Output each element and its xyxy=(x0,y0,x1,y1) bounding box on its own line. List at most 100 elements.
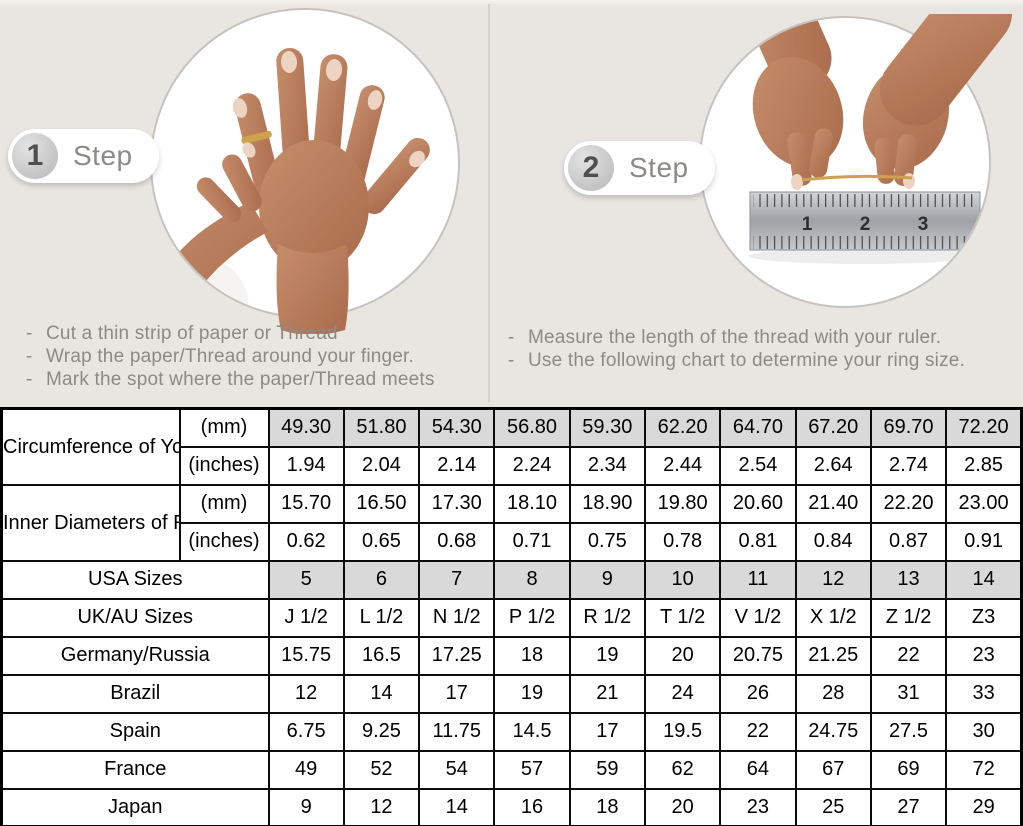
value-cell: 19 xyxy=(493,673,571,714)
step2-photo: 1 2 3 xyxy=(698,0,1014,314)
instruction-text: Measure the length of the thread with yo… xyxy=(528,327,942,348)
value-cell: 17 xyxy=(418,673,496,714)
ruler-number-1: 1 xyxy=(802,214,813,235)
step2-label: Step xyxy=(629,152,689,183)
step1-label: Step xyxy=(73,140,133,171)
value-cell: 20 xyxy=(643,787,722,826)
value-cell: 5 xyxy=(267,559,345,600)
value-cell: 59 xyxy=(568,749,646,790)
unit-cell: (mm) xyxy=(178,407,270,448)
row-label: Brazil xyxy=(0,673,270,714)
value-cell: 17 xyxy=(568,711,646,752)
value-cell: 0.62 xyxy=(267,521,345,562)
value-cell: 49 xyxy=(267,749,345,790)
value-cell: 11 xyxy=(719,559,797,600)
value-cell: 33 xyxy=(945,673,1023,714)
row-label: UK/AU Sizes xyxy=(0,597,270,638)
ruler-number-2: 2 xyxy=(860,214,871,235)
table-row: UK/AU Sizes J 1/2 L 1/2 N 1/2 P 1/2 R 1/2 T 1/… xyxy=(0,597,1023,638)
instruction-line: - Cut a thin strip of paper or Thread xyxy=(26,322,435,345)
instruction-text: Cut a thin strip of paper or Thread xyxy=(46,323,338,344)
value-cell: 69.70 xyxy=(869,407,948,448)
value-cell: 13 xyxy=(869,559,948,600)
bullet-dash: - xyxy=(508,327,515,348)
step1-number-circle: 1 xyxy=(12,133,58,179)
value-cell: 14.5 xyxy=(493,711,571,752)
value-cell: 2.24 xyxy=(493,445,571,486)
value-cell: 20.60 xyxy=(719,483,797,524)
value-cell: 0.81 xyxy=(719,521,797,562)
value-cell: 15.70 xyxy=(267,483,345,524)
hand-with-ring-illustration xyxy=(150,8,460,335)
instruction-line: - Use the following chart to determine yo… xyxy=(508,349,965,372)
value-cell: 6.75 xyxy=(267,711,345,752)
value-cell: 59.30 xyxy=(568,407,646,448)
value-cell: 6 xyxy=(342,559,421,600)
ring-size-table: Circumference of Your Finger(mm)49.3051.… xyxy=(0,407,1023,826)
value-cell: 2.04 xyxy=(342,445,421,486)
unit-cell: (mm) xyxy=(178,483,270,524)
table-row: USA Sizes 5 6 7 8 9 10 11 12 13 14 xyxy=(0,559,1023,600)
value-cell: 54.30 xyxy=(418,407,496,448)
value-cell: 16.5 xyxy=(342,635,421,676)
value-cell: 10 xyxy=(643,559,722,600)
value-cell: 23 xyxy=(719,787,797,826)
value-cell: 20 xyxy=(643,635,722,676)
value-cell: 9 xyxy=(568,559,646,600)
value-cell: 23.00 xyxy=(945,483,1023,524)
unit-cell: (inches) xyxy=(178,521,270,562)
value-cell: 2.54 xyxy=(719,445,797,486)
value-cell: 2.44 xyxy=(643,445,722,486)
value-cell: 22 xyxy=(869,635,948,676)
value-cell: 29 xyxy=(945,787,1023,826)
value-cell: N 1/2 xyxy=(418,597,496,638)
step1-instructions: - Cut a thin strip of paper or Thread - Wra… xyxy=(26,322,435,391)
value-cell: 24.75 xyxy=(794,711,872,752)
value-cell: 0.68 xyxy=(418,521,496,562)
value-cell: 19 xyxy=(568,635,646,676)
value-cell: 64.70 xyxy=(719,407,797,448)
value-cell: 62 xyxy=(643,749,722,790)
value-cell: L 1/2 xyxy=(342,597,421,638)
instruction-text: Mark the spot where the paper/Thread mee… xyxy=(46,369,435,390)
value-cell: 54 xyxy=(418,749,496,790)
value-cell: 18.90 xyxy=(568,483,646,524)
value-cell: 8 xyxy=(493,559,571,600)
value-cell: 12 xyxy=(794,559,872,600)
value-cell: 51.80 xyxy=(342,407,421,448)
vertical-divider xyxy=(488,4,490,402)
value-cell: 62.20 xyxy=(643,407,722,448)
value-cell: 21.40 xyxy=(794,483,872,524)
value-cell: 0.87 xyxy=(869,521,948,562)
value-cell: 52 xyxy=(342,749,421,790)
value-cell: 14 xyxy=(342,673,421,714)
table-row: Circumference of Your Finger(mm)49.3051.… xyxy=(0,407,1023,486)
value-cell: Z 1/2 xyxy=(869,597,948,638)
value-cell: 9 xyxy=(267,787,345,826)
value-cell: 19.80 xyxy=(643,483,722,524)
step1-photo xyxy=(148,4,462,335)
value-cell: 18.10 xyxy=(493,483,571,524)
value-cell: V 1/2 xyxy=(719,597,797,638)
row-label: Japan xyxy=(0,787,270,826)
value-cell: 14 xyxy=(945,559,1023,600)
value-cell: 22.20 xyxy=(869,483,948,524)
instruction-line: - Measure the length of the thread with y… xyxy=(508,326,965,349)
value-cell: 19.5 xyxy=(643,711,722,752)
value-cell: R 1/2 xyxy=(568,597,646,638)
row-label: USA Sizes xyxy=(0,559,270,600)
bullet-dash: - xyxy=(26,346,33,367)
table-row: (inches) 1.94 2.04 2.14 2.24 2.34 2.44 2.54 2.64… xyxy=(2,445,1023,486)
table-row: Inner Diameters of Rings(mm)15.7016.5017… xyxy=(0,483,1023,562)
value-cell: 11.75 xyxy=(418,711,496,752)
value-cell: 57 xyxy=(493,749,571,790)
value-cell: X 1/2 xyxy=(794,597,872,638)
value-cell: 1.94 xyxy=(267,445,345,486)
value-cell: 20.75 xyxy=(719,635,797,676)
value-cell: 27.5 xyxy=(869,711,948,752)
value-cell: 16.50 xyxy=(342,483,421,524)
unit-cell: (inches) xyxy=(178,445,270,486)
table-row: Germany/Russia 15.75 16.5 17.25 18 19 20 20.75 2… xyxy=(0,635,1023,676)
value-cell: 72 xyxy=(945,749,1023,790)
